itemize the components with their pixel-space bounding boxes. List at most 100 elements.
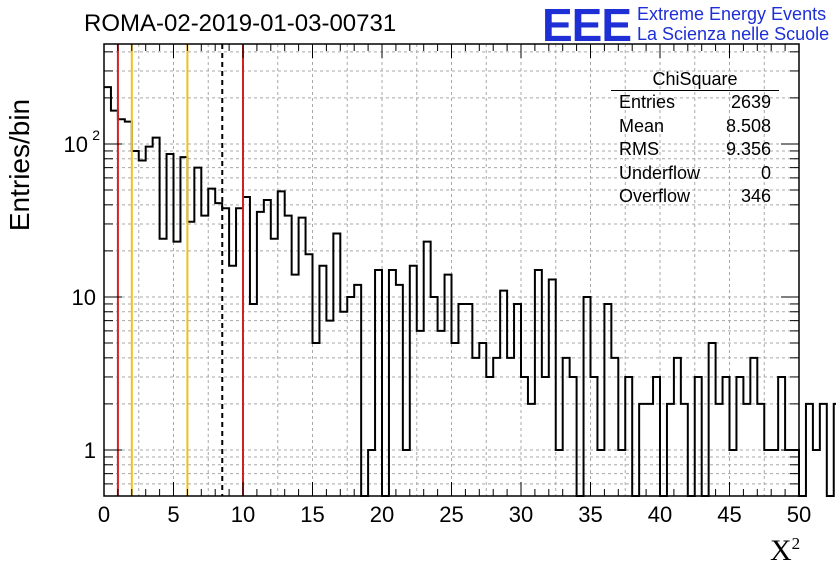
histogram-bin <box>813 450 820 496</box>
x-tick-label: 20 <box>370 502 394 527</box>
stats-label: RMS <box>619 139 659 159</box>
histogram-bin <box>139 160 146 496</box>
histogram-bin <box>229 266 236 496</box>
histogram-bin <box>465 304 472 496</box>
histogram-bin <box>611 358 618 496</box>
histogram-bin <box>563 358 570 496</box>
y-tick-label: 1 <box>84 438 96 463</box>
histogram-bin <box>778 377 785 496</box>
x-axis-label: X2 <box>770 534 800 568</box>
histogram-bin <box>250 304 257 496</box>
histogram-bin <box>236 208 243 496</box>
x-tick-label: 40 <box>648 502 672 527</box>
x-tick-label: 15 <box>300 502 324 527</box>
stats-value: 346 <box>740 186 771 206</box>
x-tick-label: 25 <box>439 502 463 527</box>
histogram-bin <box>750 358 757 496</box>
histogram-bin <box>153 138 160 496</box>
histogram-bin <box>292 275 299 496</box>
histogram-bin <box>472 358 479 496</box>
histogram-bin <box>424 242 431 496</box>
x-tick-label: 30 <box>509 502 533 527</box>
histogram-bin <box>306 254 313 496</box>
histogram-bin <box>709 343 716 496</box>
x-tick-label: 45 <box>717 502 741 527</box>
histogram-bin <box>201 216 208 496</box>
histogram-bin <box>104 87 111 496</box>
histogram-bin <box>514 304 521 496</box>
stats-row-overflow: Overflow 346 <box>611 185 779 209</box>
histogram-bin <box>257 212 264 496</box>
x-tick-label: 0 <box>98 502 110 527</box>
x-tick-label: 35 <box>578 502 602 527</box>
histogram-outline <box>104 86 836 497</box>
logo-line-1: Extreme Energy Events <box>637 4 827 24</box>
histogram-bin <box>187 222 194 496</box>
histogram-bin <box>674 358 681 496</box>
stats-label: Mean <box>619 115 665 136</box>
histogram-bin <box>570 377 577 496</box>
histogram-bin <box>431 297 438 496</box>
stats-row-underflow: Underflow 0 <box>611 162 779 186</box>
histogram-bin <box>507 358 514 496</box>
y-axis-label: Entries/bin <box>4 98 35 232</box>
histogram-bin <box>820 404 827 496</box>
stats-box: ChiSquare Entries 2639 Mean 8.508 RMS 9.356… <box>611 68 779 209</box>
histogram-bin <box>215 203 222 496</box>
histogram-bin <box>410 266 417 496</box>
y-tick-label-exponent: 2 <box>92 127 100 143</box>
histogram-bin <box>326 321 333 496</box>
histogram-bin <box>180 157 187 496</box>
stats-label: Underflow <box>619 162 701 183</box>
histogram-bin <box>479 343 486 496</box>
histogram-bin <box>736 377 743 496</box>
histogram-bin <box>146 147 153 496</box>
histogram-bin <box>458 304 465 496</box>
stats-title: ChiSquare <box>611 68 779 91</box>
histogram-bin <box>625 377 632 496</box>
histogram-bin <box>806 404 813 496</box>
histogram-bin <box>486 377 493 496</box>
stats-row-mean: Mean 8.508 <box>611 115 779 139</box>
histogram-bin <box>319 266 326 496</box>
histogram-bin <box>445 275 452 496</box>
histogram-bin <box>132 151 139 496</box>
stats-value: 8.508 <box>725 115 771 136</box>
histogram-bin <box>493 358 500 496</box>
histogram-bin <box>591 377 598 496</box>
histogram-bin <box>299 218 306 496</box>
stats-label: Entries <box>619 92 676 112</box>
stats-label: Overflow <box>619 186 691 206</box>
histogram-bin <box>243 197 250 496</box>
x-tick-label: 50 <box>787 502 811 527</box>
eee-logo: EEE <box>542 0 632 51</box>
histogram-bin <box>604 304 611 496</box>
stats-row-rms: RMS 9.356 <box>611 138 779 162</box>
histogram-bin <box>194 168 201 496</box>
x-axis-label-sup: 2 <box>791 534 801 553</box>
histogram-bin <box>542 377 549 496</box>
y-tick-label: 10 <box>64 132 88 157</box>
histogram-bin <box>174 242 181 496</box>
histogram-bin <box>584 297 591 496</box>
histogram-bin <box>653 377 660 496</box>
y-tick-label: 10 <box>72 285 96 310</box>
histogram-bin <box>111 111 118 496</box>
stats-value: 2639 <box>730 92 771 112</box>
chart-title: ROMA-02-2019-01-03-00731 <box>84 10 397 37</box>
x-tick-label: 10 <box>231 502 255 527</box>
histogram-bin <box>313 343 320 496</box>
histogram-bin <box>347 297 354 496</box>
logo-line-2: La Scienza nelle Scuole <box>637 24 830 44</box>
histogram-bin <box>285 216 292 496</box>
x-axis-label-base: X <box>770 534 792 567</box>
histogram-bin <box>521 377 528 496</box>
histogram-bin <box>452 343 459 496</box>
histogram-bin <box>118 119 125 496</box>
stats-value: 0 <box>760 162 771 183</box>
histogram-bin <box>723 377 730 496</box>
stats-row-entries: Entries 2639 <box>611 91 779 115</box>
histogram-bin <box>417 331 424 496</box>
histogram-bin <box>264 200 271 496</box>
